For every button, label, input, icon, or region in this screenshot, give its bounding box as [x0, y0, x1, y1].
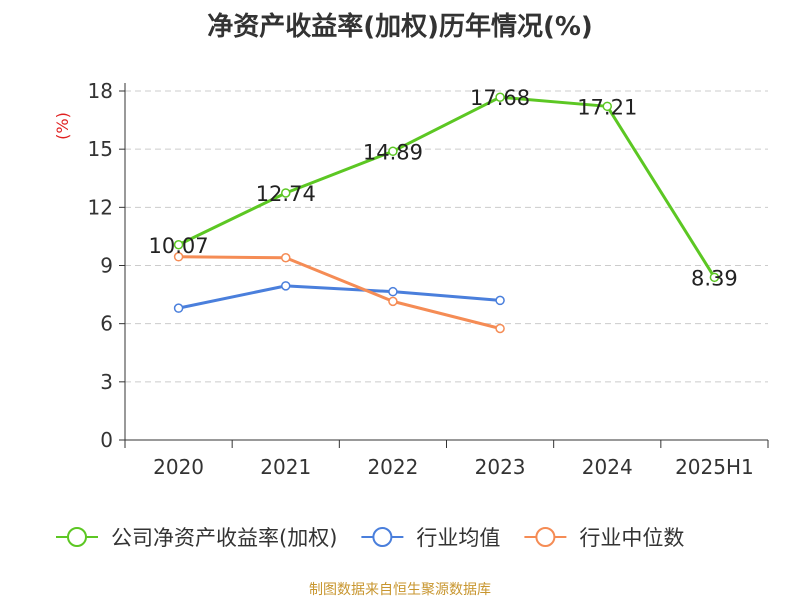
x-tick-label: 2024: [582, 455, 633, 479]
series-line-1: [178, 284, 501, 310]
x-tick-label: 2021: [260, 455, 311, 479]
data-label: 17.68: [470, 86, 530, 110]
series-1-point: [388, 286, 398, 297]
data-label: 12.74: [256, 182, 316, 206]
series-line-2: [178, 255, 501, 330]
series-0-point: [173, 240, 184, 250]
series-0-point: [602, 101, 612, 112]
series-lines: [173, 92, 720, 334]
x-tick-label: 2022: [367, 455, 418, 479]
series-1-point: [281, 281, 291, 291]
series-2-point: [281, 252, 291, 263]
legend-label-1: 行业均值: [416, 526, 500, 550]
legend-marker-2: [535, 527, 556, 547]
series-1-point: [173, 303, 184, 313]
y-axis-label: (%): [53, 112, 72, 140]
data-label: 17.21: [577, 95, 637, 119]
data-labels: 10.07 12.74 14.89 17.68 17.21 8.39: [149, 86, 738, 290]
x-tick-label: 2023: [475, 455, 526, 479]
legend-marker-1: [372, 527, 393, 547]
series-0-point: [388, 146, 398, 157]
data-label: 14.89: [363, 140, 423, 164]
grid-lines: [125, 90, 768, 383]
y-tick-label: 9: [100, 254, 113, 278]
series-1-point: [495, 295, 505, 306]
source-note: 制图数据来自恒生聚源数据库: [309, 582, 491, 598]
axes: 0 3 6 9 12 15 18 (%) 2020 2021 2022 2023 2024 2025H1: [53, 79, 769, 479]
series-line-0: [177, 95, 716, 279]
y-tick-label: 0: [100, 428, 113, 452]
chart-title: 净资产收益率(加权)历年情况(%): [207, 12, 593, 42]
data-label: 10.07: [149, 234, 209, 258]
legend-label-2: 行业中位数: [579, 526, 684, 550]
series-2-point: [173, 252, 184, 262]
series-2-point: [388, 296, 398, 307]
y-tick-label: 12: [88, 195, 113, 219]
y-tick-label: 3: [100, 370, 113, 394]
data-label: 8.39: [691, 266, 738, 290]
x-tick-label: 2020: [153, 455, 204, 479]
legend-label-0: 公司净资产收益率(加权): [111, 526, 337, 550]
legend-marker-0: [67, 527, 87, 547]
series-0-point: [709, 272, 720, 283]
series-0-point: [281, 188, 291, 198]
series-0-point: [495, 92, 505, 102]
series-2-point: [495, 323, 505, 334]
y-tick-label: 18: [88, 79, 113, 103]
y-tick-label: 6: [100, 312, 113, 336]
legend: 公司净资产收益率(加权) 行业均值 行业中位数: [56, 526, 684, 550]
x-tick-label: 2025H1: [675, 455, 754, 479]
y-tick-label: 15: [88, 137, 113, 161]
